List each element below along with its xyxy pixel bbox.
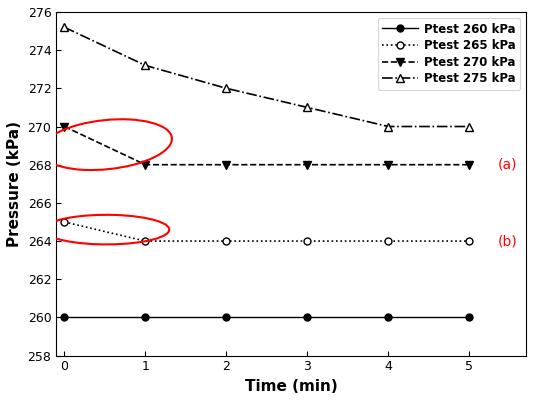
Line: Ptest 260 kPa: Ptest 260 kPa [61,314,473,321]
Ptest 275 kPa [61,25,68,30]
Ptest 275 kPa [304,105,311,110]
Ptest 265 kPa [142,239,149,243]
Ptest 265 kPa [223,239,230,243]
Ptest 270 kPa [142,162,149,167]
Ptest 275 kPa [223,86,230,91]
Ptest 260 kPa [385,315,392,320]
X-axis label: Time (min): Time (min) [245,379,337,394]
Ptest 260 kPa [304,315,311,320]
Ptest 270 kPa [385,162,392,167]
Ptest 260 kPa [142,315,149,320]
Ptest 275 kPa [466,124,473,129]
Ptest 265 kPa [61,220,68,225]
Ptest 275 kPa [385,124,392,129]
Ptest 275 kPa [142,63,149,68]
Ptest 265 kPa [304,239,311,243]
Text: (a): (a) [498,158,517,172]
Ptest 260 kPa [466,315,473,320]
Legend: Ptest 260 kPa, Ptest 265 kPa, Ptest 270 kPa, Ptest 275 kPa: Ptest 260 kPa, Ptest 265 kPa, Ptest 270 … [378,18,520,90]
Y-axis label: Pressure (kPa): Pressure (kPa) [7,121,22,247]
Ptest 260 kPa [223,315,230,320]
Ptest 265 kPa [466,239,473,243]
Text: (b): (b) [498,234,518,248]
Line: Ptest 265 kPa: Ptest 265 kPa [61,219,473,245]
Ptest 270 kPa [223,162,230,167]
Line: Ptest 270 kPa: Ptest 270 kPa [60,122,473,169]
Ptest 270 kPa [304,162,311,167]
Ptest 265 kPa [385,239,392,243]
Line: Ptest 275 kPa: Ptest 275 kPa [60,23,473,131]
Ptest 270 kPa [466,162,473,167]
Ptest 270 kPa [61,124,68,129]
Ptest 260 kPa [61,315,68,320]
